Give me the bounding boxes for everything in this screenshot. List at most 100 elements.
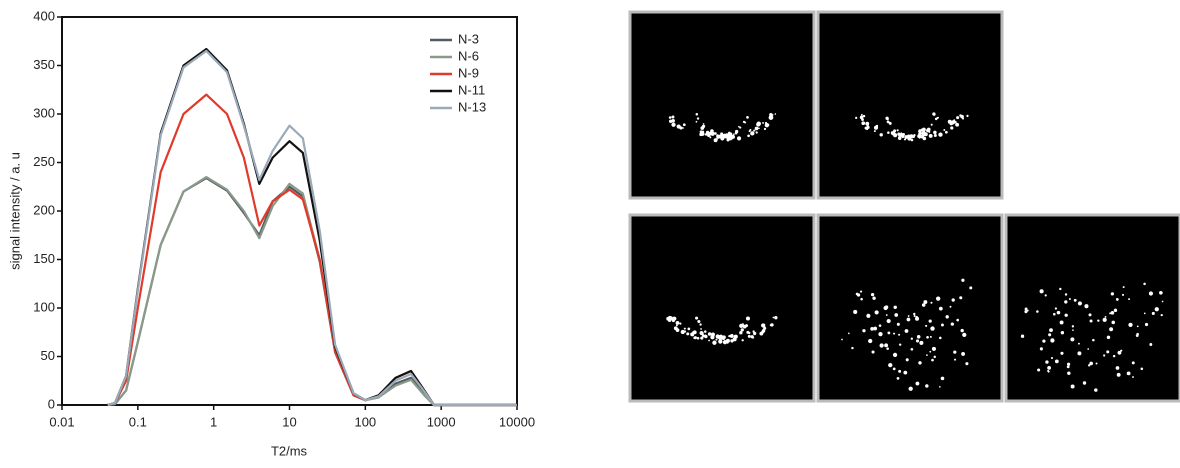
mri-speckle [928,319,932,323]
mri-speckle [1149,343,1153,346]
mri-speckle [687,327,691,331]
mri-speckle [918,129,922,133]
mri-speckle [680,329,685,335]
x-tick-label: 1 [210,414,217,429]
mri-speckle [1106,335,1111,340]
mri-panel [816,213,1004,403]
mri-speckle [695,316,699,320]
mri-speckle [860,297,863,301]
mri-speckle [901,135,905,139]
mri-speckle [1045,360,1049,364]
mri-speckle [1047,365,1051,370]
mri-speckle [682,123,686,127]
mri-speckle [1154,307,1159,312]
mri-speckle [962,117,965,120]
mri-speckle [871,350,875,354]
mri-speckle [866,313,871,318]
mri-speckle [859,290,863,293]
mri-speckle [772,316,775,319]
x-tick-label: 0.01 [49,414,74,429]
mri-speckle [1159,290,1163,295]
mri-speckle [1143,312,1146,315]
x-tick-label: 100 [354,414,376,429]
legend-label: N-9 [458,65,479,80]
mri-speckle [1144,322,1149,327]
mri-speckle [675,321,680,325]
mri-speckle [700,336,704,340]
mri-speckle [884,343,889,348]
mri-speckle [898,369,902,373]
mri-speckle [961,278,965,282]
y-tick-label: 200 [33,202,55,217]
mri-speckle [910,138,914,142]
mri-speckle [959,296,963,300]
mri-speckle [848,332,850,335]
mri-speckle [763,127,767,131]
mri-speckle [745,324,748,327]
mri-speckle [1089,361,1093,366]
mri-speckle [959,114,962,117]
mri-speckle [879,343,884,348]
mri-speckle [900,133,903,136]
mri-speckle [866,123,869,127]
mri-speckle [1072,329,1074,331]
mri-speckle [888,363,891,366]
mri-speckle [675,328,680,332]
mri-speckle [1039,347,1043,351]
mri-speckle [937,116,939,119]
mri-speckle [910,347,914,351]
mri-speckle [755,131,758,134]
mri-speckle [915,381,920,386]
mri-speckle [701,332,704,336]
y-axis-label: signal intensity / a. u [7,152,22,270]
mri-speckle [883,305,888,311]
mri-speckle [752,330,755,333]
mri-speckle [933,130,937,135]
mri-speckle [887,331,891,335]
mri-speckle [742,120,746,124]
mri-speckle [729,135,734,140]
mri-speckle [676,124,681,129]
mri-speckle [1087,348,1090,350]
mri-speckle [862,329,866,333]
mri-speckle [774,316,778,320]
mri-speckle [750,335,754,339]
mri-speckle [1151,311,1155,315]
mri-speckle [851,346,854,350]
mri-speckle [897,136,902,140]
mri-speckle [878,324,882,327]
mri-speckle [938,132,943,137]
mri-speckle [956,116,960,120]
mri-speckle [938,306,943,311]
mri-speckle [905,358,909,362]
mri-speckle [945,315,949,319]
mri-speckle [725,133,728,136]
y-tick-label: 250 [33,154,55,169]
mri-speckle [892,367,896,371]
mri-speckle [916,334,921,339]
mri-speckle [1024,307,1028,311]
mri-speckle [724,135,728,139]
mri-speckle [1050,356,1054,360]
mri-speckle [1161,300,1164,303]
mri-speckle [701,131,704,134]
mri-speckle [671,122,676,127]
mri-speckle [934,117,938,121]
mri-speckle [722,133,726,137]
mri-speckle [1024,310,1028,314]
mri-speckle [1110,292,1115,296]
mri-speckle [930,123,933,126]
mri-speckle [692,330,697,335]
mri-speckle [1070,384,1075,389]
mri-speckle [1071,325,1075,328]
legend-label: N-6 [458,48,479,63]
mri-speckle [712,340,717,345]
mri-speckle [913,314,916,317]
mri-speckle [1048,333,1052,337]
mri-speckle [861,121,866,126]
mri-speckle [1089,319,1093,323]
mri-speckle [1095,362,1098,365]
mri-speckle [1128,322,1133,328]
mri-speckle [734,129,739,134]
